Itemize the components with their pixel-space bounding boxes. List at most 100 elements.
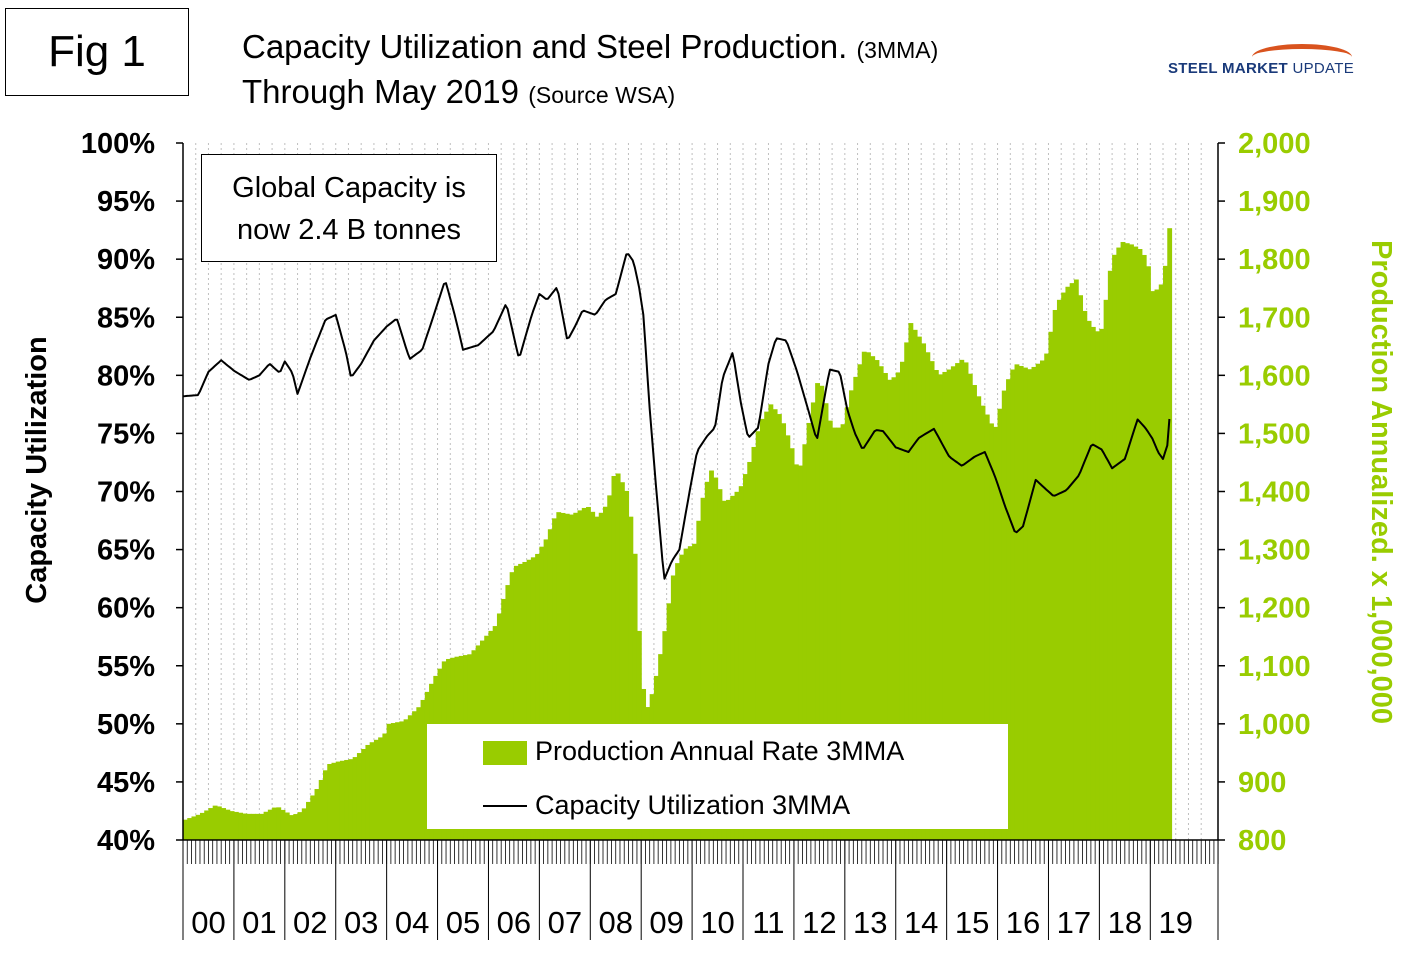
production-bar (1116, 247, 1122, 841)
production-bar (569, 514, 574, 840)
production-bar (759, 418, 765, 840)
production-bar (912, 329, 918, 840)
production-bar (972, 385, 977, 840)
production-bar (407, 715, 413, 840)
production-bar (619, 482, 625, 840)
chart-title: Capacity Utilization and Steel Productio… (242, 26, 938, 116)
production-bar (730, 495, 736, 840)
x-tick-label: 11 (752, 905, 784, 940)
production-bar (221, 808, 227, 840)
production-bar (318, 779, 324, 840)
production-bar (1031, 366, 1037, 840)
figure-label: Fig 1 (5, 8, 189, 96)
production-bar (581, 507, 587, 840)
production-bar (687, 546, 693, 840)
production-bar (1056, 299, 1062, 840)
production-bar (1095, 331, 1100, 840)
production-bar (543, 539, 549, 840)
left-tick-label: 55% (97, 651, 155, 683)
production-bar (522, 561, 528, 840)
left-tick-label: 85% (97, 302, 155, 334)
production-bar (1090, 326, 1096, 840)
right-tick-label: 1,100 (1238, 651, 1311, 683)
production-bar (959, 359, 965, 840)
production-bar (183, 819, 188, 840)
production-bar (1124, 243, 1130, 841)
production-bar (535, 553, 540, 840)
production-bar (925, 352, 931, 840)
production-bar (984, 414, 990, 840)
production-bar (1120, 241, 1126, 841)
production-bar (670, 575, 676, 840)
production-bar (921, 343, 927, 840)
production-bar (1001, 390, 1007, 840)
production-bar (768, 404, 774, 840)
production-bar (747, 461, 753, 840)
production-bar (518, 563, 523, 840)
production-bar (505, 585, 511, 840)
production-bar (679, 554, 685, 840)
production-bar (1078, 295, 1084, 840)
production-bar (556, 512, 562, 840)
legend-production-swatch (483, 741, 527, 765)
legend-utilization-label: Capacity Utilization 3MMA (535, 790, 851, 820)
production-bar (331, 762, 337, 840)
production-bar (895, 372, 901, 840)
production-bar (564, 513, 570, 840)
production-bar (861, 351, 867, 840)
production-bar (204, 810, 210, 840)
production-bar (963, 362, 969, 840)
production-bar (785, 435, 791, 840)
production-bar (721, 500, 727, 840)
right-tick-label: 1,000 (1238, 709, 1311, 741)
production-bar (993, 426, 999, 840)
production-bar (611, 476, 617, 840)
logo-text: UPDATE (1292, 60, 1354, 77)
x-tick-label: 16 (1006, 905, 1040, 940)
production-bar (390, 723, 396, 840)
production-bar (933, 370, 939, 840)
production-bar (513, 565, 519, 840)
production-bar (1129, 244, 1134, 841)
production-bar (250, 813, 256, 840)
production-bar (594, 516, 600, 840)
utilization-line-group (182, 253, 1171, 580)
x-tick-label: 07 (548, 905, 582, 940)
production-bar (904, 342, 910, 840)
production-bar (683, 548, 689, 840)
production-bar (246, 813, 252, 840)
production-bar (1086, 320, 1092, 840)
production-bar (233, 811, 239, 840)
production-bar (827, 420, 833, 840)
production-bar (878, 366, 884, 840)
right-tick-label: 800 (1238, 825, 1286, 857)
production-bar (929, 361, 935, 840)
production-bar (1146, 266, 1151, 840)
left-tick-label: 95% (97, 186, 155, 218)
production-bar (267, 809, 273, 840)
production-bar (386, 723, 392, 840)
production-bar (212, 805, 218, 840)
x-tick-label: 17 (1057, 905, 1091, 940)
production-bar (403, 719, 409, 840)
production-bar (552, 518, 557, 840)
right-tick-label: 1,600 (1238, 360, 1311, 392)
production-bar (806, 422, 812, 840)
production-bar (734, 491, 740, 840)
production-bar (836, 427, 842, 840)
production-bar (1027, 369, 1033, 840)
production-bar (208, 808, 214, 840)
production-bar (1141, 254, 1147, 841)
annotation-line1: Global Capacity is (232, 172, 466, 204)
right-tick-label: 1,500 (1238, 418, 1311, 450)
production-bar (832, 427, 837, 840)
title-line2: Through May 2019 (242, 73, 520, 110)
production-bar (1014, 364, 1020, 840)
production-bar (1052, 309, 1058, 840)
left-tick-label: 100% (81, 128, 155, 160)
production-bar (844, 407, 850, 840)
left-tick-label: 65% (97, 535, 155, 567)
production-bar (764, 411, 770, 840)
left-tick-label: 40% (97, 825, 155, 857)
production-bar (840, 424, 846, 840)
